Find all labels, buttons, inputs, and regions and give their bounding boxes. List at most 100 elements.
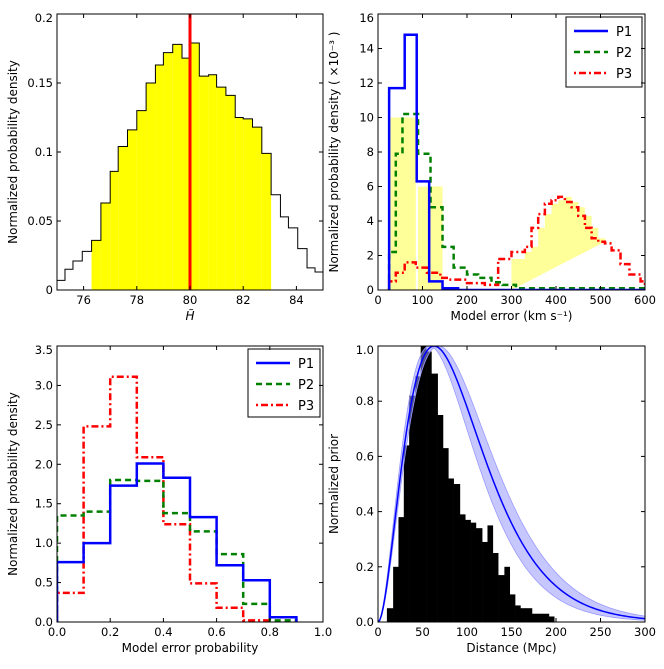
series-p1-histogram	[57, 462, 298, 622]
x-tick-label: 500	[590, 293, 612, 307]
plot-area	[378, 346, 645, 622]
y-axis-label: Normalized probability density	[6, 392, 20, 576]
histogram-bar	[453, 484, 461, 622]
y-tick-label: 0.05	[27, 214, 53, 228]
x-tick-label: 0	[374, 293, 381, 307]
x-tick-label: 50	[415, 625, 430, 639]
y-tick-label: 10	[359, 111, 374, 125]
x-tick-label: 82	[236, 293, 251, 307]
x-tick-label: 0.6	[207, 625, 225, 639]
y-tick-label: 0.15	[27, 76, 53, 90]
y-tick-label: 0.2	[356, 560, 374, 574]
histogram-bar-fill	[199, 76, 209, 290]
x-tick-label: 0.4	[154, 625, 172, 639]
histogram-bar	[487, 525, 494, 622]
y-tick-label: 16	[359, 11, 374, 25]
y-tick-label: 0	[367, 283, 374, 297]
x-tick-label: 300	[634, 625, 656, 639]
y-tick-label: 0.0	[35, 615, 53, 629]
histogram-bar	[526, 608, 533, 622]
histogram-bar	[448, 478, 454, 622]
y-tick-label: 14	[359, 42, 374, 56]
histogram-bar	[415, 376, 422, 622]
chart-panel-top-left: 76 78 80 82 84 0 0.05 0.1 0.15 0.2 H̃ Normalized pr…	[6, 11, 324, 323]
y-tick-label: 0.0	[356, 615, 374, 629]
legend-entry-p1: P1	[616, 25, 632, 40]
histogram-bar	[515, 605, 521, 622]
legend-entry-p3: P3	[616, 67, 632, 82]
prior-curve	[378, 346, 645, 622]
histogram-bar	[398, 517, 405, 622]
y-tick-label: 0.6	[356, 449, 374, 463]
plot-area	[387, 33, 645, 290]
x-tick-label: 250	[590, 625, 612, 639]
histogram-bar	[492, 553, 499, 622]
x-tick-label: 84	[289, 293, 304, 307]
histogram-bar	[498, 575, 505, 622]
y-tick-label: 1.0	[35, 536, 53, 550]
histogram-bar	[431, 373, 438, 622]
y-tick-label: 8	[367, 145, 374, 159]
histogram-bar-fill	[127, 129, 137, 290]
histogram-bar	[509, 594, 516, 622]
plot-frame	[56, 345, 324, 623]
shaded-region	[511, 196, 605, 290]
histogram-bar	[504, 566, 511, 622]
x-axis-label: Distance (Mpc)	[466, 641, 556, 655]
histogram-bar-fill	[110, 171, 119, 290]
y-tick-label: 0	[46, 283, 53, 297]
y-tick-label: 3.0	[35, 378, 53, 392]
histogram-bar	[442, 448, 449, 622]
x-tick-label: 100	[412, 293, 434, 307]
histogram-bar-fill	[190, 42, 200, 290]
y-tick-label: 1.5	[35, 497, 53, 511]
x-tick-label: 300	[501, 293, 523, 307]
legend-entry-p2: P2	[616, 46, 632, 61]
y-tick-label: 12	[359, 76, 374, 90]
chart-panel-top-right: P1 P2 P3 0 100 200 300 400 500 600 0 2 4 6 8 10 12 14 16 Mo…	[327, 11, 656, 323]
histogram-bar	[475, 528, 483, 622]
histogram-bar	[409, 395, 416, 622]
histogram-bar	[403, 445, 410, 622]
histogram-bar-fill	[261, 153, 272, 290]
histogram-bar-fill	[155, 65, 164, 290]
histogram-bar	[465, 519, 471, 622]
y-axis-label: Normalized probability density ( ×10⁻³ )	[327, 32, 341, 273]
histogram-bar	[420, 346, 427, 622]
series-p2-histogram	[57, 478, 298, 622]
histogram-bar	[542, 613, 550, 622]
y-tick-label: 0.2	[35, 11, 53, 25]
histogram-bar-fill	[118, 146, 128, 290]
histogram-bar	[386, 608, 394, 622]
y-tick-label: 2.0	[35, 457, 53, 471]
histogram-bar-fill	[208, 74, 217, 290]
histogram-bar	[520, 608, 527, 622]
histogram-bar	[482, 541, 488, 622]
x-tick-label: 0	[374, 625, 381, 639]
plot-area	[57, 375, 298, 622]
x-tick-label: 200	[456, 293, 478, 307]
y-tick-label: 6	[367, 180, 374, 194]
histogram-bar	[531, 613, 538, 622]
histogram-bar	[470, 522, 477, 622]
histogram-bar-fill	[172, 44, 183, 290]
x-tick-label: 400	[545, 293, 567, 307]
x-tick-label: 150	[501, 625, 523, 639]
prior-uncertainty-band	[378, 346, 645, 622]
x-tick-label: 80	[183, 293, 198, 307]
chart-panel-bottom-right: 0 50 100 150 200 250 300 0.0 0.2 0.4 0.6 0.8 1.0 Dist…	[327, 343, 656, 655]
histogram-bar	[393, 566, 399, 622]
histogram-bar-fill	[100, 203, 111, 290]
series-p1-histogram	[387, 33, 645, 290]
x-tick-label: 200	[545, 625, 567, 639]
x-tick-label: 0.8	[261, 625, 279, 639]
histogram-bar-fill	[146, 83, 156, 290]
x-tick-label: 600	[634, 293, 656, 307]
x-tick-label: 78	[129, 293, 144, 307]
series-p2-histogram	[387, 112, 645, 290]
x-tick-label: 0.2	[101, 625, 119, 639]
histogram-bar-fill	[225, 95, 236, 290]
legend-entry-p1: P1	[298, 357, 314, 372]
x-axis-label: H̃	[185, 309, 194, 323]
